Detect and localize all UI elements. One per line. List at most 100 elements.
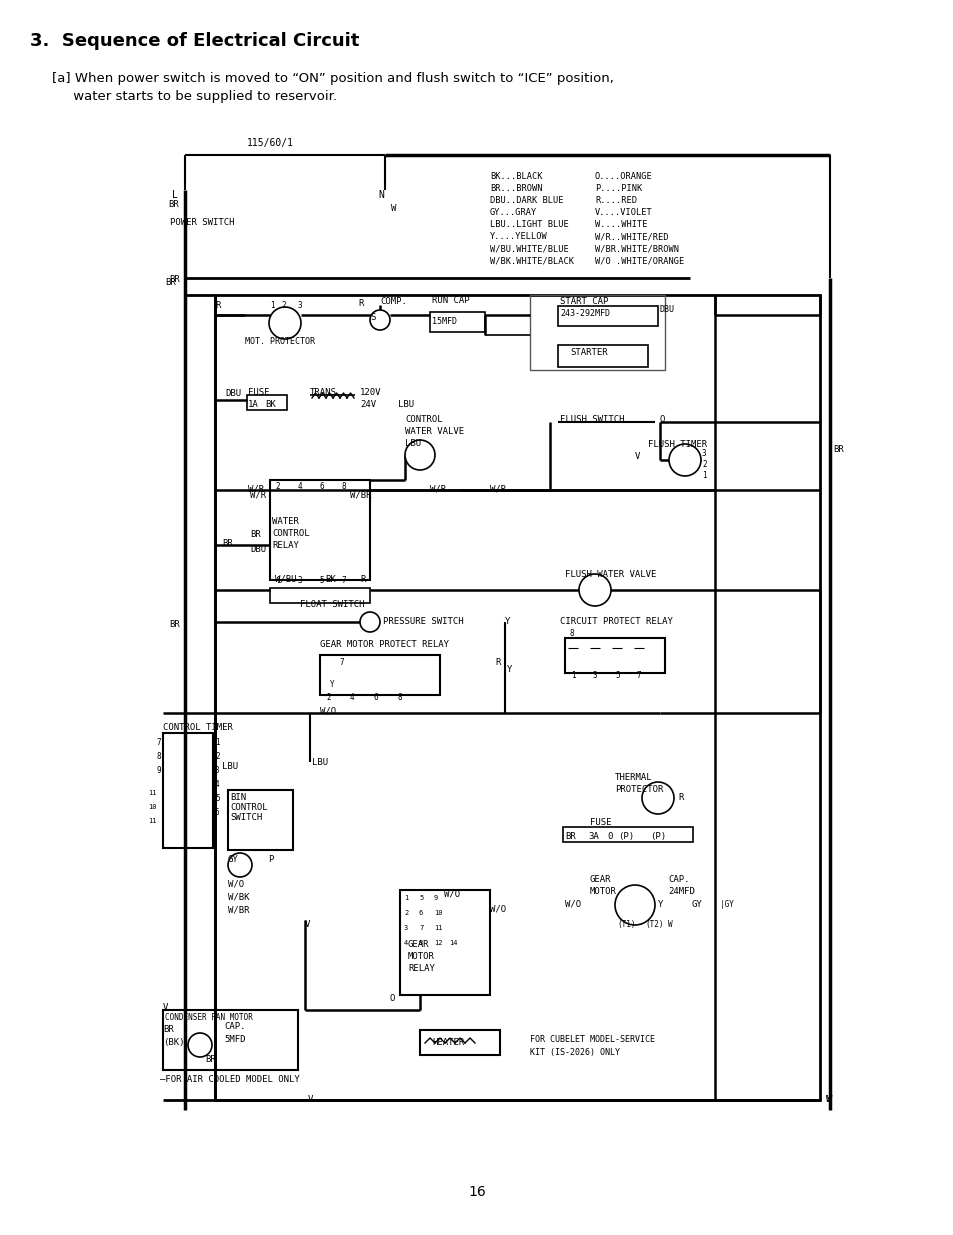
Text: W/BR.WHITE/BROWN: W/BR.WHITE/BROWN: [595, 245, 679, 253]
Text: CONTROL: CONTROL: [230, 803, 268, 811]
Text: BR...BROWN: BR...BROWN: [490, 184, 542, 193]
Text: DBU: DBU: [225, 389, 241, 398]
Text: BR: BR: [222, 538, 233, 548]
Text: 4: 4: [214, 781, 219, 789]
Bar: [247, 395, 287, 410]
Bar: [530, 295, 664, 370]
Text: W/BU.WHITE/BLUE: W/BU.WHITE/BLUE: [490, 245, 568, 253]
Text: BR: BR: [169, 620, 179, 629]
Circle shape: [188, 1032, 212, 1057]
Text: SWITCH: SWITCH: [230, 813, 262, 823]
Text: BK: BK: [265, 400, 275, 409]
Text: BR: BR: [169, 275, 179, 284]
Text: 9: 9: [434, 895, 437, 902]
Text: W: W: [667, 920, 672, 929]
Text: O: O: [390, 994, 395, 1003]
Text: —FOR AIR COOLED MODEL ONLY: —FOR AIR COOLED MODEL ONLY: [160, 1074, 299, 1084]
Text: 8: 8: [418, 940, 423, 946]
Text: V: V: [163, 1003, 168, 1011]
Text: 5: 5: [418, 895, 423, 902]
Text: FUSE: FUSE: [589, 818, 611, 827]
Text: W/BK: W/BK: [228, 893, 250, 902]
Text: KIT (IS-2026) ONLY: KIT (IS-2026) ONLY: [530, 1049, 619, 1057]
Text: GY...GRAY: GY...GRAY: [490, 207, 537, 217]
Text: 4: 4: [350, 693, 355, 701]
Text: 2: 2: [281, 301, 286, 310]
Text: |GY: |GY: [720, 900, 733, 909]
Text: O: O: [659, 415, 664, 424]
Text: GEAR: GEAR: [589, 876, 611, 884]
Bar: [163, 734, 213, 848]
Text: GEAR: GEAR: [408, 940, 429, 948]
Text: N: N: [377, 190, 383, 200]
Text: THERMAL: THERMAL: [615, 773, 652, 782]
Text: 6: 6: [418, 910, 423, 916]
Circle shape: [578, 574, 610, 606]
Text: 1: 1: [403, 895, 408, 902]
Text: WATER: WATER: [272, 517, 298, 526]
Text: (BK): (BK): [163, 1037, 184, 1047]
Text: BR: BR: [163, 1025, 173, 1034]
Text: 8: 8: [341, 482, 346, 492]
Text: DBU: DBU: [659, 305, 675, 314]
Circle shape: [405, 440, 435, 471]
Text: 10: 10: [434, 910, 442, 916]
Text: W/R..WHITE/RED: W/R..WHITE/RED: [595, 232, 668, 241]
Text: CIRCUIT PROTECT RELAY: CIRCUIT PROTECT RELAY: [559, 618, 672, 626]
Bar: [163, 1010, 297, 1070]
Text: 15MFD: 15MFD: [432, 317, 456, 326]
Text: W/O: W/O: [319, 706, 335, 716]
Text: W/BR: W/BR: [350, 490, 371, 499]
Bar: [270, 588, 370, 603]
Text: FUSE: FUSE: [248, 388, 269, 396]
Text: BR: BR: [169, 200, 179, 209]
Circle shape: [370, 310, 390, 330]
Text: P....PINK: P....PINK: [595, 184, 641, 193]
Text: 4: 4: [403, 940, 408, 946]
Text: LBU: LBU: [405, 438, 420, 448]
Text: water starts to be supplied to reservoir.: water starts to be supplied to reservoir…: [52, 90, 336, 103]
Text: V: V: [635, 452, 639, 461]
Text: 3: 3: [593, 671, 597, 680]
Text: R: R: [495, 658, 500, 667]
Text: BR: BR: [564, 832, 576, 841]
Text: 2: 2: [701, 459, 706, 469]
Text: 8: 8: [397, 693, 402, 701]
Text: RUN CAP: RUN CAP: [432, 296, 469, 305]
Text: LBU..LIGHT BLUE: LBU..LIGHT BLUE: [490, 220, 568, 228]
Text: MOTOR: MOTOR: [408, 952, 435, 961]
Text: 5: 5: [319, 576, 324, 585]
Text: BK: BK: [325, 576, 335, 584]
Text: 5MFD: 5MFD: [224, 1035, 245, 1044]
Text: 10: 10: [149, 804, 157, 810]
Text: 6: 6: [319, 482, 324, 492]
Text: W/O .WHITE/ORANGE: W/O .WHITE/ORANGE: [595, 256, 683, 266]
Circle shape: [228, 853, 252, 877]
Text: 115/60/1: 115/60/1: [246, 138, 294, 148]
Text: R: R: [214, 301, 220, 310]
Text: 2: 2: [214, 752, 219, 761]
Text: TRANS.: TRANS.: [310, 388, 342, 396]
Text: BK...BLACK: BK...BLACK: [490, 172, 542, 182]
Text: 5: 5: [214, 794, 219, 803]
Text: CAP.: CAP.: [667, 876, 689, 884]
Text: CAP.: CAP.: [224, 1023, 245, 1031]
Text: 1: 1: [571, 671, 575, 680]
Bar: [558, 345, 647, 367]
Text: W/BR: W/BR: [228, 906, 250, 915]
Text: GY: GY: [691, 900, 702, 909]
Text: CONTROL: CONTROL: [405, 415, 442, 424]
Text: 8: 8: [569, 629, 574, 638]
Text: 8: 8: [156, 752, 161, 761]
Text: O....ORANGE: O....ORANGE: [595, 172, 652, 182]
Text: W/R: W/R: [490, 484, 506, 493]
Text: MOT. PROTECTOR: MOT. PROTECTOR: [245, 337, 314, 346]
Circle shape: [359, 613, 379, 632]
Text: V: V: [308, 1095, 313, 1104]
Bar: [399, 890, 490, 995]
Bar: [430, 312, 484, 332]
Text: W: W: [826, 1095, 832, 1104]
Text: RELAY: RELAY: [408, 965, 435, 973]
Text: POWER SWITCH: POWER SWITCH: [170, 219, 234, 227]
Bar: [558, 306, 658, 326]
